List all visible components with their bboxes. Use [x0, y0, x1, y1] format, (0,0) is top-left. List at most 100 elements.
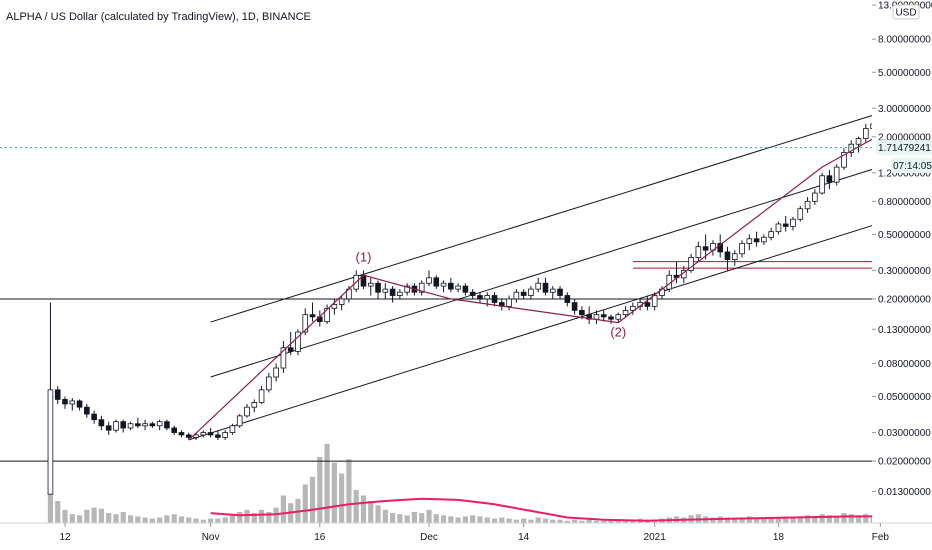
- time-tick-label: 18: [773, 532, 785, 543]
- candle-body: [535, 282, 541, 290]
- volume-bar: [178, 516, 185, 523]
- candle-body: [266, 376, 272, 391]
- candle-body: [615, 314, 622, 320]
- time-axis[interactable]: 12Nov16Dec14202118Feb15Mar15Apr: [59, 523, 932, 543]
- candle: [724, 246, 731, 271]
- price-tick-label: 2.00000000: [878, 132, 931, 143]
- candle-body: [178, 432, 185, 436]
- candle-body: [579, 309, 585, 316]
- candle-body: [433, 277, 440, 287]
- candle: [397, 289, 403, 299]
- candle-body: [520, 291, 527, 296]
- volume-bar: [855, 515, 862, 523]
- volume-bar: [390, 513, 396, 523]
- candle: [164, 419, 170, 431]
- volume-bar: [622, 519, 629, 523]
- candle: [236, 414, 243, 428]
- price-tick-label: 8.00000000: [878, 35, 931, 46]
- candle: [120, 419, 127, 433]
- volume-bar: [732, 518, 738, 523]
- candle: [324, 304, 330, 325]
- candle-body: [338, 298, 345, 305]
- volume-bar: [783, 516, 789, 523]
- candle: [506, 295, 512, 311]
- volume-moving-average-line: [210, 497, 932, 522]
- candle-body: [630, 305, 636, 311]
- volume-bar: [127, 515, 134, 523]
- candle: [426, 270, 432, 287]
- candle: [69, 397, 76, 411]
- volume-bar: [397, 514, 403, 523]
- candle-body: [812, 192, 818, 202]
- candle: [113, 419, 119, 433]
- candle: [185, 432, 192, 440]
- candle: [775, 221, 782, 235]
- candle: [790, 217, 796, 231]
- candle: [295, 329, 301, 356]
- candle-body: [600, 314, 607, 318]
- volume-bar: [106, 513, 112, 523]
- candle-body: [790, 218, 796, 227]
- candle-body: [593, 314, 600, 320]
- candle-body: [775, 223, 782, 233]
- candle: [717, 234, 723, 258]
- candle: [571, 298, 578, 315]
- candle-body: [47, 389, 54, 495]
- countdown-value: 07:14:05: [893, 161, 932, 172]
- candle: [513, 289, 520, 303]
- candle: [586, 306, 592, 325]
- candle-body: [258, 389, 265, 403]
- volume-bar: [542, 518, 549, 523]
- volume-bar: [309, 476, 316, 523]
- price-tick-label: 5.00000000: [878, 68, 931, 79]
- candle-body: [120, 421, 127, 429]
- candle-body: [841, 152, 847, 168]
- candle-body: [382, 288, 389, 293]
- price-axis-background: [872, 0, 932, 523]
- volume-bar: [317, 457, 323, 523]
- candle-body: [222, 432, 228, 438]
- candle-body: [855, 138, 862, 145]
- candle-body: [469, 291, 476, 296]
- volume-bar: [528, 519, 534, 523]
- candle: [746, 234, 753, 251]
- candle-body: [91, 413, 97, 421]
- volume-bar: [171, 514, 177, 523]
- candle-body: [142, 423, 148, 427]
- candle: [47, 302, 54, 495]
- volume-bar: [579, 520, 585, 523]
- candle: [273, 363, 279, 382]
- candle: [549, 286, 556, 299]
- candle: [76, 399, 83, 411]
- candle: [338, 295, 345, 311]
- candle: [433, 275, 440, 290]
- candle-body: [244, 406, 250, 417]
- candle-body: [484, 295, 491, 300]
- candle: [804, 197, 811, 213]
- candle: [710, 240, 716, 256]
- candle: [826, 169, 833, 190]
- candle: [462, 283, 469, 296]
- candle: [469, 289, 476, 299]
- currency-badge-box[interactable]: [892, 4, 920, 20]
- channel-line: [210, 96, 932, 323]
- candle: [207, 427, 214, 438]
- countdown-box: [891, 158, 932, 173]
- price-tick-label: 0.30000000: [878, 266, 931, 277]
- price-tick-label: 0.13000000: [878, 325, 931, 336]
- candle-body: [826, 175, 833, 183]
- volume-bar: [266, 512, 272, 523]
- volume-bar: [608, 520, 614, 523]
- candle-body: [753, 238, 760, 243]
- volume-bar: [149, 518, 155, 523]
- candle: [695, 241, 702, 262]
- currency-badge-label: USD: [895, 8, 916, 19]
- candle: [600, 310, 607, 322]
- candle-body: [76, 400, 83, 408]
- volume-bar: [229, 514, 236, 523]
- price-tick-label: 0.80000000: [878, 197, 931, 208]
- volume-bar: [426, 509, 432, 523]
- currency-badge[interactable]: USD: [892, 4, 920, 20]
- volume-bar: [258, 509, 265, 523]
